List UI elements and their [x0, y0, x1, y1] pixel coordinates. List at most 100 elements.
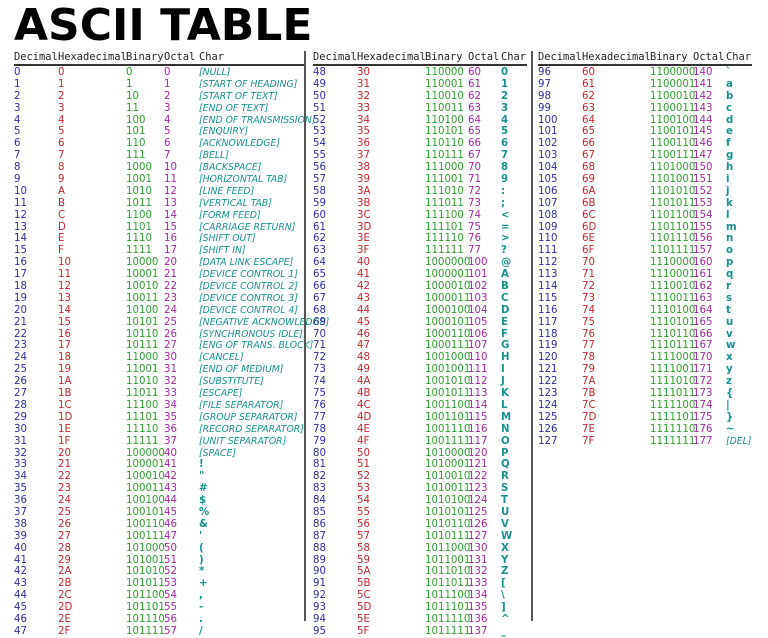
binary-cell: 110000 [425, 67, 464, 78]
binary-cell: 1000100 [425, 304, 471, 316]
header-decimal: Decimal [538, 51, 582, 63]
binary-cell: 1100100 [650, 114, 696, 126]
hex-cell: 6B [582, 197, 596, 209]
hex-cell: 17 [58, 340, 71, 352]
char-cell: S [501, 483, 509, 495]
hex-cell: 33 [357, 102, 370, 114]
char-cell: [ACKNOWLEDGE] [199, 138, 280, 150]
binary-cell: 1001010 [425, 376, 471, 388]
char-cell: % [199, 506, 210, 518]
binary-cell: 1101011 [650, 197, 696, 209]
hex-cell: 2D [58, 602, 73, 614]
hex-cell: 76 [582, 328, 595, 340]
binary-cell: 101 [126, 126, 146, 138]
char-cell: [CANCEL] [199, 352, 244, 364]
hex-cell: 11 [58, 269, 71, 281]
column-divider-1 [304, 51, 306, 621]
char-cell: ? [501, 245, 507, 257]
octal-cell: 101 [468, 269, 488, 281]
char-cell: } [726, 411, 734, 423]
octal-cell: 46 [164, 518, 177, 530]
decimal-cell: 110 [538, 233, 558, 245]
char-cell: - [199, 602, 204, 614]
octal-cell: 173 [693, 388, 713, 400]
hex-cell: 2B [58, 578, 72, 590]
char-cell: ( [199, 542, 204, 554]
binary-cell: 10001 [126, 269, 159, 281]
hex-cell: 1 [58, 78, 65, 90]
octal-cell: 126 [468, 518, 488, 530]
char-cell: . [199, 613, 203, 625]
hex-cell: 2C [58, 590, 72, 602]
octal-cell: 172 [693, 376, 713, 388]
char-cell: u [726, 316, 734, 328]
decimal-cell: 84 [313, 495, 326, 507]
binary-cell: 110110 [425, 138, 464, 150]
decimal-cell: 50 [313, 90, 326, 102]
char-cell: [DATA LINK ESCAPE] [199, 257, 294, 269]
char-cell: [END OF TEXT] [199, 102, 269, 114]
hex-cell: 2A [58, 566, 72, 578]
octal-cell: 125 [468, 506, 488, 518]
char-cell: [HORIZONTAL TAB] [199, 174, 288, 186]
char-cell: + [199, 578, 208, 590]
octal-cell: 153 [693, 197, 713, 209]
decimal-cell: 105 [538, 174, 558, 186]
char-cell: f [726, 138, 731, 150]
binary-cell: 11 [126, 102, 139, 114]
char-cell: 2 [501, 90, 509, 102]
decimal-cell: 6 [14, 138, 21, 150]
decimal-cell: 40 [14, 542, 27, 554]
char-cell: ` [726, 67, 732, 78]
char-cell: [BACKSPACE] [199, 162, 262, 174]
char-cell: b [726, 90, 734, 102]
binary-cell: 1000110 [425, 328, 471, 340]
hex-cell: C [58, 209, 66, 221]
decimal-cell: 116 [538, 304, 558, 316]
hex-cell: 69 [582, 174, 595, 186]
binary-cell: 101101 [126, 602, 165, 614]
decimal-cell: 33 [14, 459, 27, 471]
octal-cell: 0 [164, 67, 171, 78]
octal-cell: 63 [468, 102, 481, 114]
binary-cell: 1110 [126, 233, 152, 245]
octal-cell: 62 [468, 90, 481, 102]
char-cell: k [726, 197, 733, 209]
decimal-cell: 34 [14, 471, 27, 483]
binary-cell: 1010 [126, 185, 152, 197]
decimal-cell: 70 [313, 328, 326, 340]
binary-cell: 101011 [126, 578, 165, 590]
octal-cell: 146 [693, 138, 713, 150]
octal-cell: 71 [468, 174, 481, 186]
header-hexadecimal: Hexadecimal [58, 51, 127, 63]
char-cell: c [726, 102, 733, 114]
binary-cell: 1110111 [650, 340, 696, 352]
hex-cell: 3 [58, 102, 65, 114]
char-cell: [ESCAPE] [199, 388, 243, 400]
decimal-cell: 2 [14, 90, 21, 102]
header-decimal: Decimal [313, 51, 357, 63]
binary-cell: 110 [126, 138, 146, 150]
octal-cell: 6 [164, 138, 171, 150]
octal-cell: 105 [468, 316, 488, 328]
decimal-cell: 65 [313, 269, 326, 281]
binary-cell: 11100 [126, 399, 159, 411]
octal-cell: 115 [468, 411, 488, 423]
octal-cell: 36 [164, 423, 177, 435]
octal-cell: 20 [164, 257, 177, 269]
decimal-cell: 117 [538, 316, 558, 328]
char-cell: $ [199, 495, 207, 507]
hex-cell: E [58, 233, 65, 245]
hex-cell: 0 [58, 67, 65, 78]
char-cell: C [501, 292, 509, 304]
binary-cell: 111110 [425, 233, 464, 245]
decimal-cell: 0 [14, 67, 21, 78]
octal-cell: 157 [693, 245, 713, 257]
binary-cell: 111100 [425, 209, 464, 221]
octal-cell: 25 [164, 316, 177, 328]
char-cell: & [199, 518, 208, 530]
octal-cell: 65 [468, 126, 481, 138]
binary-cell: 1111000 [650, 352, 696, 364]
hex-cell: 38 [357, 162, 370, 174]
octal-cell: 73 [468, 197, 481, 209]
